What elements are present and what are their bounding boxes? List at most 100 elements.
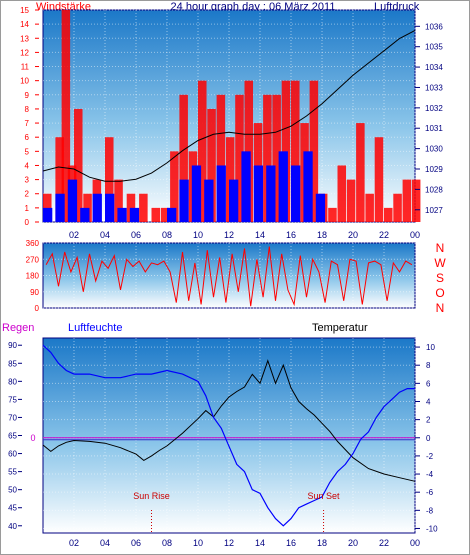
temperature-line [42, 359, 416, 482]
wind-average-bar [229, 179, 239, 222]
wind-gust-bar [346, 179, 356, 222]
wind-gust-bar [393, 193, 402, 222]
wind-average-bar [92, 193, 102, 222]
wind-average-bar [241, 151, 251, 222]
wind-y-tick-label: 12 [20, 48, 29, 57]
direction-y-tick-label: 90 [30, 288, 39, 297]
x-tick-label: 12 [224, 230, 234, 240]
temperature-y-tick-label: 8 [426, 361, 431, 370]
sun-marker-label: Sun Rise [133, 491, 170, 501]
humidity-y-tick-label: 60 [8, 450, 17, 459]
humidity-y-tick-label: 65 [8, 432, 17, 441]
rain-zero-tick: 0 [30, 433, 35, 443]
humidity-y-tick-label: 55 [8, 468, 17, 477]
wind-average-bar [129, 207, 140, 222]
x-tick-label: 06 [131, 538, 141, 548]
temperature-y-tick-label: -4 [426, 470, 434, 479]
x-tick-label: 16 [286, 538, 296, 548]
wind-gust-bar [374, 137, 384, 222]
wind-average-bar [67, 179, 78, 222]
humidity-y-tick-label: 50 [8, 486, 17, 495]
humidity-y-tick-label: 75 [8, 395, 17, 404]
wind-gust-bar [139, 193, 148, 222]
temperature-label: Temperatur [312, 322, 368, 334]
wind-direction-line [45, 246, 413, 307]
temperature-y-tick-label: -6 [426, 488, 434, 497]
wind-gust-bar [291, 80, 300, 223]
pressure-y-tick-label: 1027 [425, 206, 443, 215]
wind-gust-bar [207, 108, 216, 222]
x-tick-label: 00 [410, 230, 420, 240]
x-tick-label: 18 [317, 538, 327, 548]
wind-y-tick-label: 14 [20, 20, 29, 29]
wind-y-tick-label: 8 [25, 105, 30, 114]
wind-y-tick-label: 3 [25, 176, 30, 185]
wind-gust-bar [105, 137, 114, 222]
x-tick-label: 22 [379, 230, 389, 240]
wind-average-bar [253, 165, 264, 222]
pressure-y-tick-label: 1028 [425, 185, 443, 194]
temperature-y-tick-label: -10 [426, 524, 438, 533]
temperature-y-tick-label: 4 [426, 397, 431, 406]
wind-y-tick-label: 4 [25, 161, 30, 170]
wind-average-bar [105, 193, 115, 222]
humidity-y-tick-label: 90 [8, 341, 17, 350]
wind-gust-bar [365, 193, 374, 222]
compass-label: W [434, 256, 446, 270]
temperature-y-tick-label: 10 [426, 343, 435, 352]
pressure-y-tick-label: 1029 [425, 165, 443, 174]
temperature-y-tick-label: -2 [426, 452, 434, 461]
wind-average-bar [216, 165, 226, 222]
humidity-y-tick-label: 40 [8, 522, 17, 531]
x-tick-label: 10 [193, 230, 203, 240]
pressure-y-tick-label: 1033 [425, 83, 443, 92]
wind-gust-bar [61, 10, 71, 222]
wind-y-tick-label: 10 [20, 77, 29, 86]
wind-y-tick-label: 9 [25, 91, 30, 100]
sun-marker-label: Sun Set [308, 491, 341, 501]
pressure-y-tick-label: 1034 [425, 63, 443, 72]
wind-y-tick-label: 7 [25, 119, 30, 128]
x-tick-label: 20 [348, 230, 358, 240]
temperature-y-tick-label: 0 [426, 434, 431, 443]
wind-y-tick-label: 13 [20, 34, 29, 43]
wind-gust-bar [411, 179, 421, 222]
x-tick-label: 20 [348, 538, 358, 548]
x-tick-label: 10 [193, 538, 203, 548]
rain-label: Regen [2, 322, 34, 334]
direction-y-tick-label: 270 [26, 255, 40, 264]
wind-gust-bar [55, 137, 64, 222]
wind-gust-bar [328, 207, 337, 222]
wind-y-tick-label: 5 [25, 147, 30, 156]
x-tick-label: 02 [69, 538, 79, 548]
wind-average-bar [315, 193, 326, 222]
wind-average-bar [43, 207, 53, 222]
wind-average-bar [278, 151, 288, 222]
temperature-y-tick-label: 2 [426, 416, 431, 425]
wind-gust-bar [170, 151, 179, 222]
wind-gust-bar [402, 179, 412, 222]
wind-gust-bar [337, 165, 347, 222]
direction-y-tick-label: 0 [35, 304, 40, 313]
wind-average-bar [204, 179, 214, 222]
wind-gust-bar [356, 123, 365, 222]
x-tick-label: 04 [100, 538, 110, 548]
x-tick-label: 08 [162, 538, 172, 548]
wind-gust-bar [384, 207, 393, 222]
x-tick-label: 12 [224, 538, 234, 548]
humidity-label: Luftfeuchte [68, 322, 122, 334]
wind-gust-bar [160, 207, 170, 222]
wind-gust-bar [309, 80, 319, 223]
temperature-y-tick-label: 6 [426, 379, 431, 388]
compass-label: N [436, 301, 445, 315]
pressure-line [42, 29, 416, 182]
pressure-y-tick-label: 1030 [425, 145, 443, 154]
wind-average-bar [80, 207, 90, 222]
x-tick-label: 02 [69, 230, 79, 240]
wind-average-bar [291, 165, 301, 222]
humidity-y-tick-label: 45 [8, 504, 17, 513]
wind-average-bar [303, 151, 313, 222]
compass-label: N [436, 241, 445, 255]
